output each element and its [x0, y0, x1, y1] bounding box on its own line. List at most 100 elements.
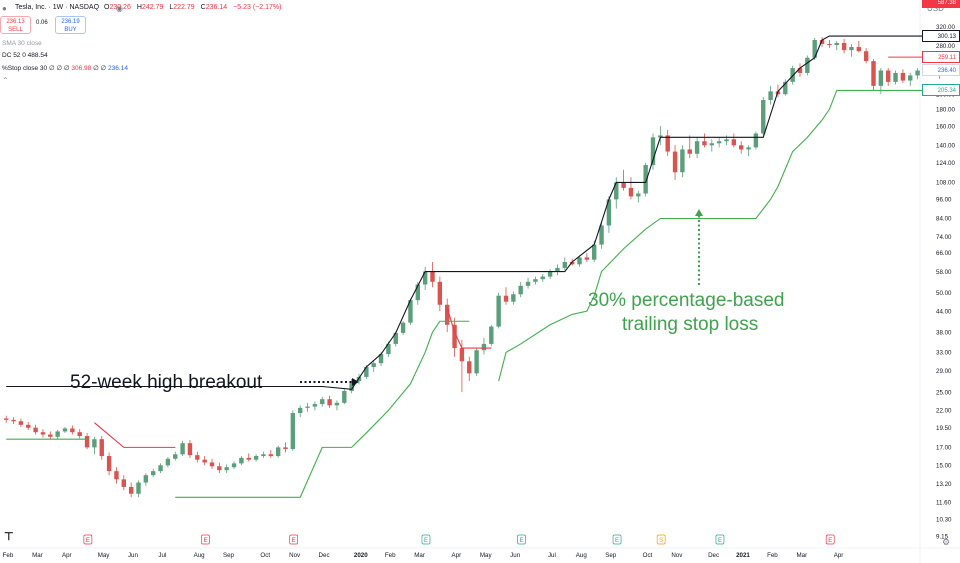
- x-tick-label: Feb: [767, 552, 778, 559]
- eye-icon[interactable]: ◉: [116, 4, 123, 13]
- candle-body: [217, 466, 222, 471]
- x-tick-label: Feb: [3, 552, 14, 559]
- candle-body: [687, 149, 692, 154]
- ohlc-label: H: [136, 4, 142, 11]
- candle-body: [158, 465, 163, 472]
- candle: [658, 126, 663, 146]
- candle-body: [459, 348, 465, 362]
- y-tick-label: 66.00: [936, 250, 952, 257]
- candle: [819, 37, 825, 48]
- candle-body: [827, 43, 832, 45]
- x-tick-label: Mar: [414, 552, 425, 559]
- candle: [878, 68, 884, 95]
- settings-gear-icon[interactable]: ⚙: [942, 537, 951, 547]
- indicator-sma[interactable]: SMA 30 close: [2, 40, 42, 47]
- candle: [496, 292, 501, 329]
- candle-body: [584, 257, 590, 260]
- candle-body: [364, 366, 369, 377]
- candle-body: [863, 51, 869, 62]
- candle-body: [334, 402, 340, 406]
- candle: [62, 426, 68, 433]
- buy-button[interactable]: 236.19 BUY: [55, 16, 86, 34]
- candle: [231, 461, 237, 470]
- candle: [606, 196, 612, 233]
- earnings-marker-icon: E: [421, 534, 431, 545]
- candle-body: [731, 139, 737, 146]
- y-tick-label: 96.00: [936, 197, 952, 204]
- stop-green-line: [498, 89, 933, 382]
- candle-body: [812, 39, 817, 58]
- candle: [761, 97, 766, 136]
- candle: [547, 269, 553, 280]
- candle-body: [694, 141, 700, 154]
- candle-body: [400, 322, 406, 333]
- ohlc-item: O230.26: [104, 4, 134, 11]
- candle: [320, 396, 325, 407]
- candle: [283, 442, 288, 453]
- x-tick-label: Feb: [385, 552, 396, 559]
- price-tag: 587.38: [922, 0, 960, 9]
- sell-price: 236.13: [6, 19, 25, 25]
- candle: [334, 400, 340, 411]
- candle: [562, 257, 567, 271]
- ohlc-item: L222.79: [169, 4, 197, 11]
- candle-body: [92, 439, 97, 448]
- candle: [753, 131, 759, 150]
- sell-button[interactable]: 236.13 SELL: [0, 16, 31, 34]
- candle: [908, 72, 913, 86]
- price-tag: 259.11: [922, 51, 960, 64]
- candle: [349, 378, 354, 394]
- candle-body: [224, 467, 229, 471]
- candle-body: [467, 361, 472, 374]
- candle-body: [797, 68, 803, 73]
- candle-body: [709, 143, 714, 146]
- candle: [525, 277, 531, 289]
- marker-letter: E: [424, 538, 428, 544]
- indicator-donchian[interactable]: DC 52 0 488.54: [2, 52, 48, 59]
- candle: [474, 348, 479, 376]
- candle-body: [562, 261, 567, 268]
- marker-letter: E: [718, 538, 722, 544]
- candle-body: [187, 443, 193, 456]
- x-tick-label: Apr: [452, 552, 462, 559]
- y-tick-label: 140.00: [936, 143, 955, 150]
- candle-body: [753, 133, 759, 148]
- candle-body: [496, 295, 501, 327]
- candle: [643, 162, 648, 197]
- collapse-chevron-icon[interactable]: ⌃: [2, 76, 9, 85]
- y-tick-label: 17.00: [936, 445, 952, 452]
- price-tag: 205.34: [922, 84, 960, 97]
- x-tick-label: Jun: [128, 552, 139, 559]
- candle: [716, 137, 722, 148]
- candle-body: [48, 434, 53, 437]
- candle-body: [305, 406, 310, 408]
- candle-body: [408, 300, 413, 323]
- x-tick-label: May: [98, 552, 111, 559]
- candle: [173, 451, 178, 461]
- x-tick-label: Nov: [671, 552, 683, 559]
- candle-body: [378, 354, 384, 364]
- ohlc-label: L: [169, 4, 174, 11]
- ohlc-value: 236.14: [205, 4, 228, 11]
- y-tick-label: 33.00: [936, 350, 952, 357]
- candle: [342, 388, 347, 405]
- candle-body: [452, 324, 457, 349]
- x-tick-label: Dec: [708, 552, 719, 559]
- candle-body: [614, 182, 619, 200]
- candle: [33, 424, 38, 435]
- earnings-marker-icon: E: [612, 534, 622, 545]
- candle-body: [253, 456, 259, 460]
- stop-value-blue: 236.14: [108, 65, 128, 72]
- donchian-label: DC 52 0: [2, 52, 26, 59]
- candle: [834, 40, 839, 51]
- trailing-arrow-head: [695, 209, 703, 216]
- candle-body: [650, 137, 656, 166]
- y-tick-label: 19.50: [936, 425, 952, 432]
- candle-body: [55, 431, 60, 437]
- ohlc-item: H242.79: [137, 4, 166, 11]
- earnings-marker-icon: E: [83, 534, 93, 545]
- candle-body: [540, 276, 545, 280]
- candle: [481, 337, 487, 355]
- indicator-stop[interactable]: %Stop close 30 ∅ ∅ ∅ 306.98 ∅ ∅ 236.14: [2, 64, 128, 72]
